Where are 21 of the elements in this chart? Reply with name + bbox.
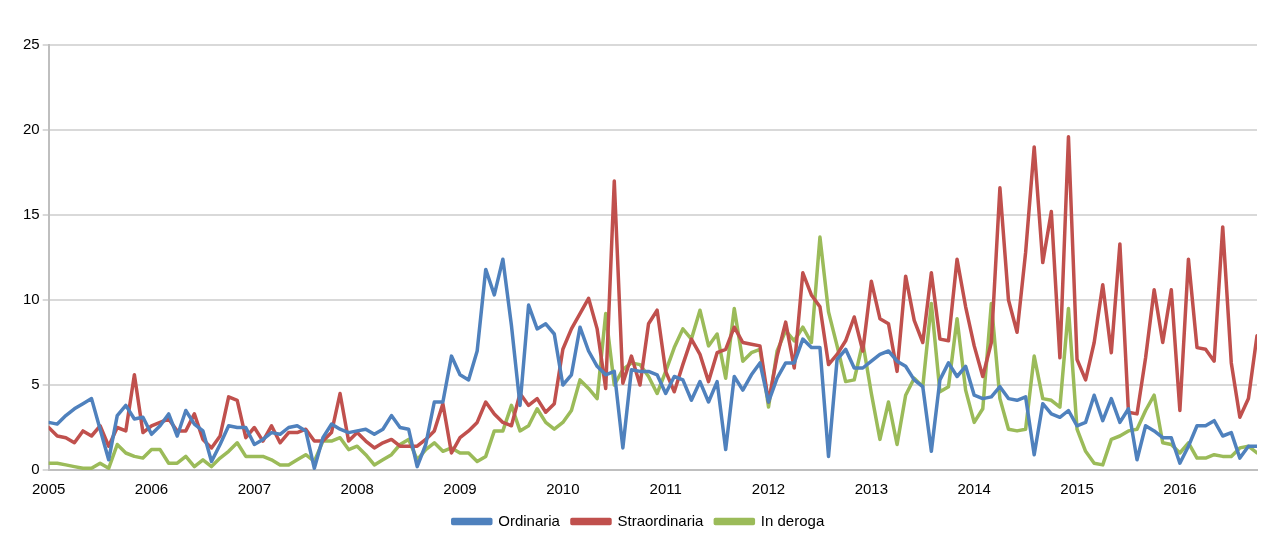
legend-label: Straordinaria: [617, 511, 704, 529]
y-tick-label: 10: [23, 290, 40, 308]
x-tick-label: 2005: [32, 480, 66, 498]
x-tick-label: 2007: [237, 480, 272, 498]
y-tick-label: 20: [23, 120, 40, 138]
x-tick-label: 2006: [134, 480, 169, 498]
x-tick-label: 2008: [340, 480, 374, 498]
y-tick-label: 5: [31, 375, 40, 393]
x-tick-label: 2011: [649, 480, 682, 498]
x-tick-label: 2014: [957, 480, 991, 498]
x-tick-label: 2013: [854, 480, 889, 498]
legend-label: In deroga: [760, 511, 825, 529]
x-tick-label: 2012: [751, 480, 786, 498]
x-tick-label: 2016: [1163, 480, 1197, 498]
x-tick-label: 2010: [546, 480, 580, 498]
y-tick-label: 0: [31, 460, 40, 478]
y-tick-label: 15: [23, 205, 40, 223]
y-tick-label: 25: [23, 35, 40, 53]
legend-label: Ordinaria: [498, 511, 561, 529]
x-tick-label: 2009: [443, 480, 477, 498]
x-tick-label: 2015: [1060, 480, 1094, 498]
